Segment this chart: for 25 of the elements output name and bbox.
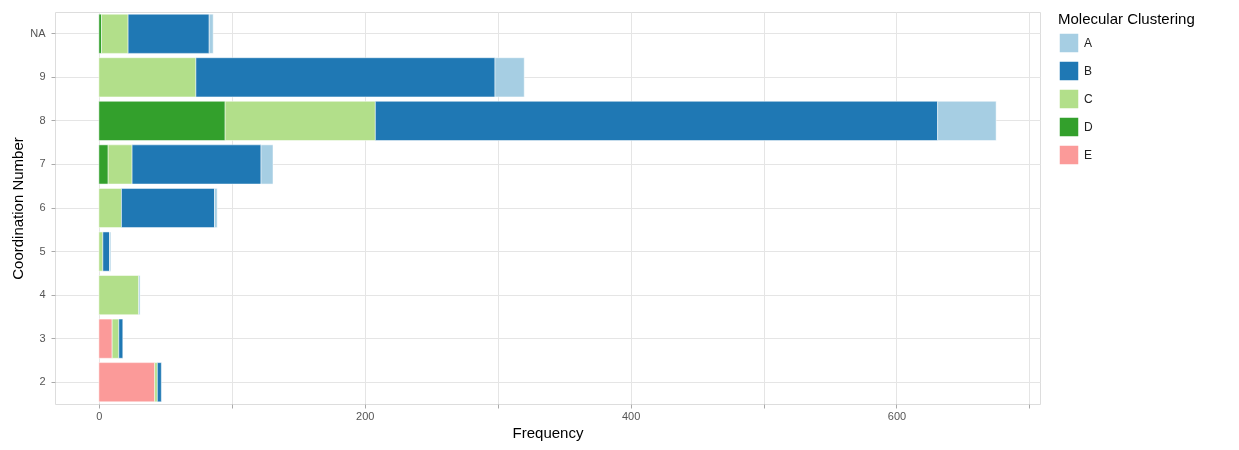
y-tick-label: 7 <box>39 157 46 170</box>
y-tick-label: 5 <box>39 244 46 257</box>
y-axis-title: Coordination Number <box>9 137 27 280</box>
bar <box>98 275 139 315</box>
bar <box>98 362 155 403</box>
legend-label: E <box>1084 148 1093 162</box>
x-tick-label: 600 <box>887 409 907 422</box>
bar <box>157 362 162 403</box>
y-tick-label: 3 <box>39 331 46 344</box>
legend-label: C <box>1084 92 1093 106</box>
y-tick-label: 8 <box>39 113 46 126</box>
bar <box>102 231 110 272</box>
y-tick-label: 6 <box>39 201 46 213</box>
x-tick-label: 400 <box>621 409 641 422</box>
x-axis-title: Frequency <box>512 423 584 441</box>
y-tick-label: 4 <box>39 288 46 301</box>
legend-label: D <box>1084 120 1093 134</box>
legend-label: B <box>1084 64 1093 78</box>
y-tick-label: 2 <box>39 375 46 388</box>
y-tick-label: NA <box>30 26 47 39</box>
y-tick-label: 9 <box>39 70 46 83</box>
legend-label: A <box>1084 36 1093 50</box>
x-tick-label: 200 <box>356 409 375 422</box>
x-tick-label: 0 <box>96 409 103 422</box>
legend-title: Molecular Clustering <box>1058 10 1195 27</box>
